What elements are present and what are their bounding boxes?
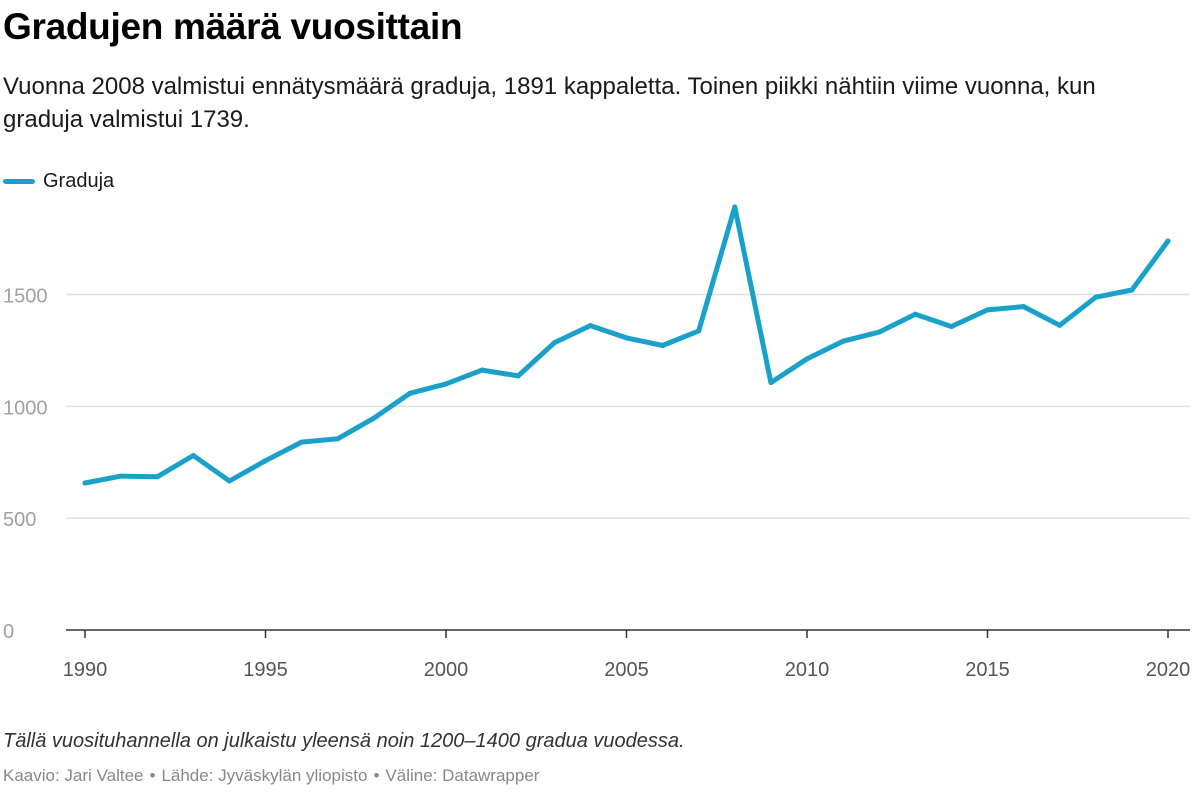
data-point (154, 474, 160, 480)
data-point (985, 307, 990, 313)
data-point (1021, 304, 1027, 310)
x-tick-label: 2010 (785, 659, 830, 681)
x-tick-label: 2000 (424, 659, 469, 681)
data-point (407, 390, 413, 396)
data-point (118, 473, 124, 479)
legend-swatch-graduja (3, 178, 35, 184)
data-point (948, 323, 954, 329)
x-tick-label: 2005 (604, 659, 649, 681)
data-point (82, 480, 88, 486)
data-point (587, 323, 593, 329)
data-point (226, 478, 232, 484)
data-point (696, 328, 702, 334)
chart-title: Gradujen määrä vuosittain (3, 6, 463, 47)
x-tick-label: 1995 (243, 659, 288, 681)
data-point (479, 367, 485, 373)
y-tick-labels: 0 500 1000 1500 (3, 285, 48, 643)
data-point (768, 380, 774, 386)
x-axis (66, 629, 1190, 638)
data-point (299, 439, 305, 445)
data-point (912, 311, 918, 317)
source-text: Lähde: Jyväskylän yliopisto (161, 766, 368, 785)
byline: Kaavio: Jari Valtee • Lähde: Jyväskylän yl… (3, 764, 539, 788)
data-point (335, 436, 341, 442)
credit-text: Kaavio: Jari Valtee (3, 766, 144, 785)
chart-notes: Tällä vuosituhannella on julkaistu yleen… (3, 730, 685, 752)
data-point (190, 453, 196, 459)
data-point (1057, 322, 1063, 328)
x-tick-labels: 1990 1995 2000 2005 2010 2015 2020 (63, 659, 1191, 681)
chart-subtitle: Vuonna 2008 valmistui ennätysmäärä gradu… (3, 73, 1096, 133)
data-point (443, 381, 449, 387)
tool-text: Väline: Datawrapper (385, 766, 540, 785)
y-tick-label: 1000 (3, 397, 48, 419)
series-layer (82, 204, 1171, 486)
data-point (515, 373, 521, 379)
gridlines (66, 293, 1190, 519)
series-line-graduja (82, 204, 1171, 486)
separator: • (149, 766, 156, 785)
y-tick-label: 500 (3, 509, 36, 531)
x-tick-label: 1990 (63, 659, 108, 681)
data-point (840, 338, 846, 344)
data-point (876, 329, 882, 335)
data-point (804, 356, 810, 362)
data-point (1129, 287, 1135, 293)
data-point (732, 204, 738, 210)
y-tick-label: 0 (3, 621, 14, 643)
separator: • (373, 766, 380, 785)
data-point (263, 458, 268, 464)
data-point (660, 342, 666, 348)
data-point (1165, 238, 1171, 244)
data-point (371, 415, 377, 421)
data-point (551, 340, 557, 346)
y-tick-label: 1500 (3, 285, 48, 307)
legend: Graduja (3, 168, 114, 194)
x-tick-label: 2015 (965, 659, 1010, 681)
data-point (624, 335, 629, 341)
legend-label-graduja: Graduja (43, 169, 115, 192)
x-tick-label: 2020 (1146, 659, 1191, 681)
data-point (1093, 294, 1099, 300)
